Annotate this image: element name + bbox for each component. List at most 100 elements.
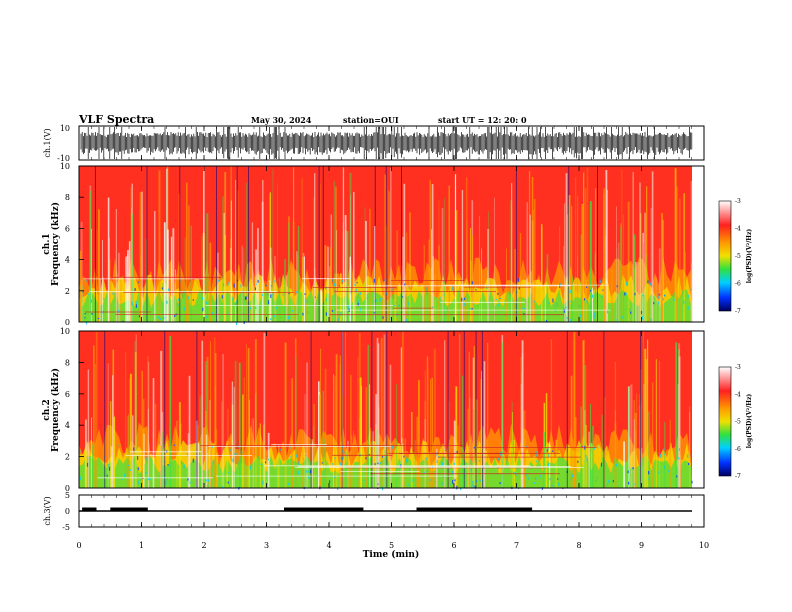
- spectrogram-streak: [128, 414, 129, 488]
- spectrogram-streak: [318, 381, 320, 488]
- spectrogram-speck: [141, 473, 143, 478]
- spectrogram-speck: [107, 463, 109, 467]
- spectrogram-streak: [621, 169, 623, 322]
- spectrogram-speck: [570, 319, 572, 323]
- spectrogram-dark-line: [568, 166, 570, 322]
- spectrogram-speck: [147, 477, 149, 481]
- spectrogram-streak: [648, 411, 650, 488]
- spectrogram-speck: [641, 316, 643, 320]
- spectrogram-streak: [403, 183, 406, 322]
- spectrogram-speck: [577, 460, 579, 463]
- spectrogram-streak: [215, 452, 218, 488]
- spectrogram-speck: [563, 308, 565, 313]
- spectrogram-streak: [603, 188, 605, 322]
- spectrogram-speck: [232, 296, 234, 301]
- colorbar-tick-label: -6: [735, 446, 741, 453]
- spectrogram-dark-line: [386, 331, 388, 488]
- spectrogram-streak: [247, 347, 250, 488]
- spectrogram-streak: [342, 395, 343, 488]
- time-tick-label: 6: [451, 541, 456, 550]
- spectrogram-speck: [138, 315, 140, 318]
- spectrogram-speck: [656, 452, 659, 454]
- spectrogram-speck: [678, 448, 680, 451]
- spectrogram-streak: [324, 368, 327, 488]
- spectrogram-speck: [250, 307, 252, 310]
- spectrogram-streak: [583, 172, 585, 322]
- spectrogram-streak: [400, 347, 402, 488]
- spectrogram-streak: [431, 184, 434, 322]
- spectrogram-streak: [296, 255, 299, 322]
- spectrogram-streak: [327, 246, 329, 322]
- spectrogram-speck: [690, 288, 692, 291]
- spectrogram-speck: [332, 463, 334, 466]
- spectrogram-streak: [659, 360, 660, 488]
- spectrogram-streak: [571, 205, 573, 322]
- spectrogram-streak: [466, 177, 468, 322]
- spectrogram-streak: [235, 179, 237, 322]
- spectrogram-speck: [302, 312, 304, 316]
- freq-tick-label: 4: [65, 256, 70, 265]
- spectrogram-streak: [533, 209, 534, 322]
- spectrogram-speck: [151, 482, 153, 484]
- spectrogram-speck: [296, 291, 298, 293]
- spectrogram-speck: [232, 458, 234, 463]
- spectrogram-dark-line: [310, 331, 312, 488]
- spectrogram-streak: [434, 273, 436, 322]
- spectrogram-streak: [241, 245, 243, 322]
- spectrogram-speck: [523, 308, 525, 310]
- spectrogram-speck: [287, 316, 289, 320]
- spectrogram-dark-line: [481, 331, 483, 488]
- spectrogram-streak: [511, 401, 513, 488]
- spectrogram-speck: [430, 479, 432, 481]
- spectrogram-streak: [571, 275, 573, 322]
- spectrogram-speck: [687, 454, 689, 458]
- spectrogram-streak: [166, 168, 168, 322]
- spectrogram-streak: [127, 249, 129, 322]
- spectrogram-dark-line: [94, 166, 96, 322]
- spectrogram-speck: [533, 482, 535, 484]
- spectrogram-streak: [125, 352, 127, 488]
- spectrogram-dark-line: [475, 331, 477, 488]
- spectrogram-streak: [396, 383, 397, 488]
- spectrogram-speck: [554, 305, 556, 307]
- spectrogram-speck: [450, 484, 452, 486]
- spectrogram-streak: [296, 251, 298, 322]
- spectrogram-speck: [527, 477, 529, 480]
- spectrogram-speck: [183, 464, 185, 469]
- spectrogram-speck: [525, 474, 527, 477]
- date-label: May 30, 2024: [251, 115, 312, 125]
- spectrogram-speck: [166, 477, 168, 481]
- spectrogram-speck: [270, 318, 272, 320]
- spectrogram-dark-line: [216, 166, 217, 322]
- spectrogram-streak: [632, 171, 634, 322]
- spectrogram-speck: [308, 471, 310, 473]
- spectrogram-speck: [478, 459, 480, 462]
- spectrogram-speck: [356, 282, 358, 284]
- spectrogram-speck: [403, 455, 405, 458]
- spectrogram-speck: [592, 294, 594, 298]
- spectrogram-speck: [198, 451, 201, 456]
- spectrogram-streak: [170, 236, 173, 322]
- ch1-colorbar-gradient: [718, 200, 732, 312]
- spectrogram-speck: [551, 450, 554, 452]
- spectrogram-streak: [487, 229, 490, 322]
- spectrogram-speck: [165, 480, 167, 485]
- spectrogram-speck: [262, 482, 264, 485]
- spectrogram-streak: [314, 173, 316, 322]
- spectrogram-streak: [292, 220, 295, 322]
- spectrogram-speck: [265, 461, 267, 464]
- spectrogram-speck: [309, 470, 312, 474]
- spectrogram-streak: [339, 355, 342, 488]
- spectrogram-streak: [433, 348, 436, 488]
- spectrogram-streak: [414, 440, 416, 488]
- spectrogram-speck: [474, 485, 476, 489]
- spectrogram-streak: [190, 225, 192, 322]
- ch2-colorbar-label: log(PSD)(V²/Hz): [746, 394, 753, 449]
- spectrogram-streak: [645, 359, 648, 488]
- spectrogram-speck: [664, 294, 666, 297]
- spectrogram-speck: [566, 316, 568, 320]
- spectrogram-speck: [446, 307, 449, 312]
- spectrogram-streak: [584, 188, 587, 322]
- spectrogram-streak: [139, 192, 142, 322]
- spectrogram-speck: [325, 298, 327, 301]
